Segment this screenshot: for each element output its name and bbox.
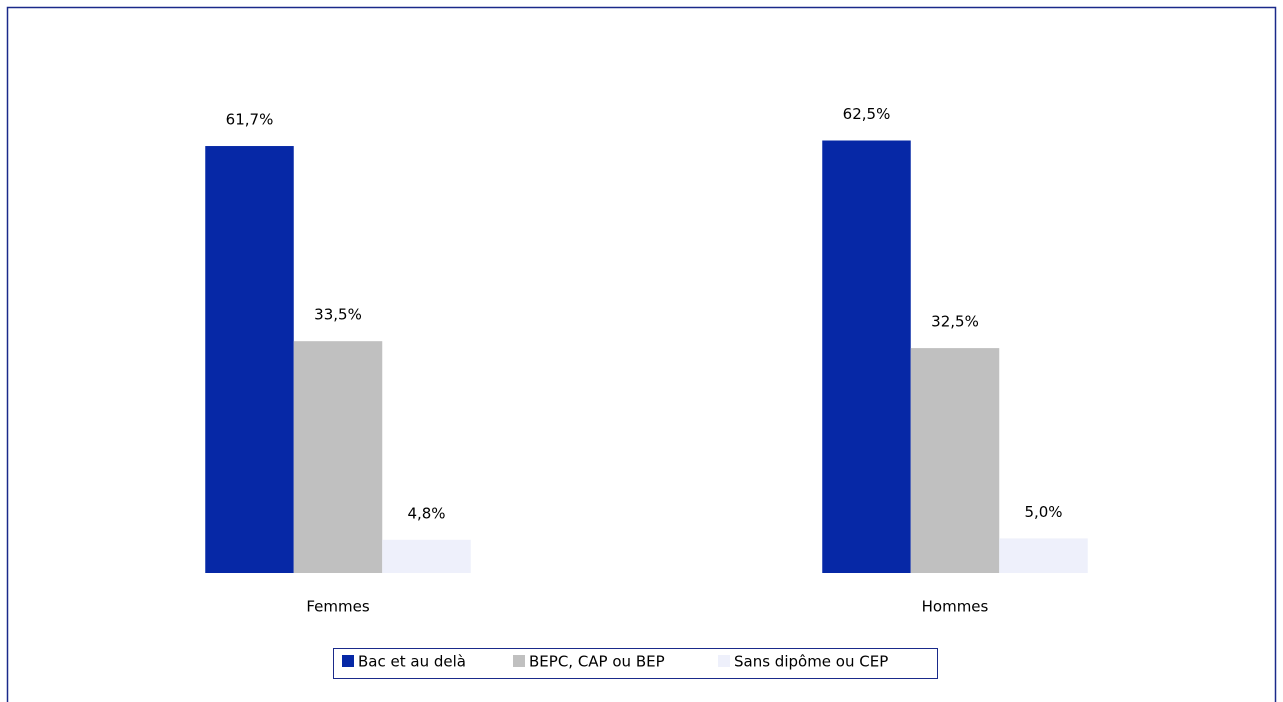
x-tick-label: Hommes: [922, 598, 989, 616]
legend-label: BEPC, CAP ou BEP: [529, 653, 665, 671]
legend-swatch: [718, 655, 730, 667]
bar: [382, 539, 471, 573]
value-label: 5,0%: [1024, 503, 1062, 521]
legend-swatch: [342, 655, 354, 667]
bar: [822, 140, 911, 573]
bar: [999, 538, 1088, 573]
value-label: 62,5%: [843, 105, 891, 123]
value-label: 32,5%: [931, 313, 979, 331]
x-tick-label: Femmes: [306, 598, 369, 616]
value-label: 4,8%: [407, 504, 445, 522]
chart-frame: [6, 6, 1277, 702]
bar: [910, 348, 1000, 573]
bar: [293, 341, 383, 573]
legend-swatch: [513, 655, 525, 667]
value-label: 33,5%: [314, 306, 362, 324]
legend-label: Sans dipôme ou CEP: [734, 653, 888, 671]
value-label: 61,7%: [226, 111, 274, 129]
legend-label: Bac et au delà: [358, 653, 466, 671]
bar: [205, 146, 294, 573]
legend-box: [333, 648, 938, 679]
